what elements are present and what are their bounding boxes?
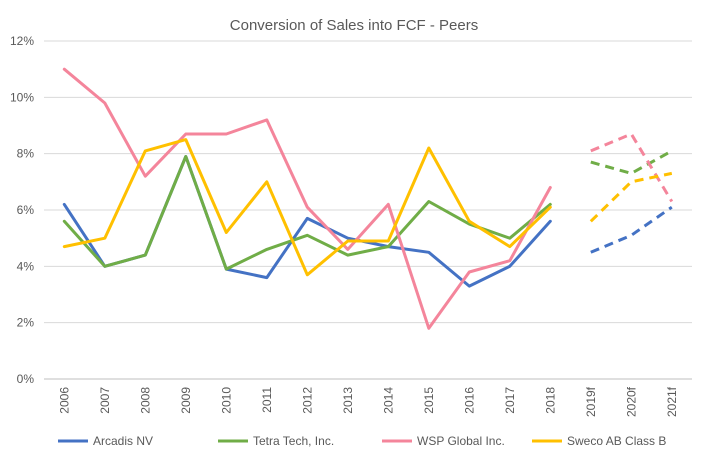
x-tick-label: 2010 bbox=[219, 387, 233, 414]
x-tick-label: 2016 bbox=[462, 387, 476, 414]
y-tick-label: 10% bbox=[10, 90, 34, 104]
series-lines bbox=[62, 67, 674, 330]
y-tick-label: 4% bbox=[17, 259, 35, 273]
legend-item-wsp-global-inc: WSP Global Inc. bbox=[382, 434, 505, 448]
y-tick-label: 6% bbox=[17, 203, 35, 217]
y-tick-label: 2% bbox=[17, 316, 35, 330]
x-tick-label: 2017 bbox=[503, 387, 517, 414]
chart-title: Conversion of Sales into FCF - Peers bbox=[230, 17, 478, 34]
x-tick-label: 2015 bbox=[422, 387, 436, 414]
x-tick-label: 2020f bbox=[624, 386, 638, 417]
x-tick-label: 2014 bbox=[381, 387, 395, 414]
x-tick-label: 2019f bbox=[584, 386, 598, 417]
forecast-line-wsp-global-inc bbox=[590, 132, 674, 203]
x-tick-label: 2012 bbox=[300, 387, 314, 414]
y-tick-label: 8% bbox=[17, 147, 35, 161]
legend-label: Arcadis NV bbox=[93, 434, 153, 448]
series-line-tetra-tech-inc bbox=[62, 155, 552, 271]
legend-label: Tetra Tech, Inc. bbox=[253, 434, 334, 448]
forecast-line-tetra-tech-inc bbox=[590, 149, 673, 175]
legend-item-arcadis-nv: Arcadis NV bbox=[58, 434, 153, 448]
gridlines bbox=[44, 40, 692, 380]
x-tick-label: 2007 bbox=[98, 387, 112, 414]
legend-label: Sweco AB Class B bbox=[567, 434, 666, 448]
x-tick-label: 2008 bbox=[138, 387, 152, 414]
y-tick-label: 12% bbox=[10, 34, 34, 48]
series-line-wsp-global-inc bbox=[62, 67, 552, 330]
x-tick-label: 2009 bbox=[179, 387, 193, 414]
x-tick-label: 2021f bbox=[665, 386, 679, 417]
y-tick-label: 0% bbox=[17, 372, 35, 386]
legend-item-sweco-ab-class-b: Sweco AB Class B bbox=[532, 434, 666, 448]
legend-label: WSP Global Inc. bbox=[417, 434, 505, 448]
forecast-line-arcadis-nv bbox=[590, 205, 673, 254]
x-tick-label: 2011 bbox=[260, 387, 274, 413]
forecast-line-sweco-ab-class-b bbox=[589, 171, 673, 223]
series-line-sweco-ab-class-b bbox=[62, 138, 552, 277]
x-tick-label: 2018 bbox=[543, 387, 557, 414]
x-axis-ticks: 2006 2007 2008 2009 2010 2011 2012 2013 2014 2015… bbox=[57, 386, 679, 417]
y-axis-ticks: 0% 2% 4% 6% 8% 10% 12% bbox=[10, 34, 34, 386]
legend: Arcadis NV Tetra Tech, Inc. WSP Global Inc… bbox=[58, 434, 666, 448]
x-tick-label: 2006 bbox=[57, 387, 71, 414]
legend-item-tetra-tech-inc: Tetra Tech, Inc. bbox=[218, 434, 334, 448]
x-tick-label: 2013 bbox=[341, 387, 355, 414]
